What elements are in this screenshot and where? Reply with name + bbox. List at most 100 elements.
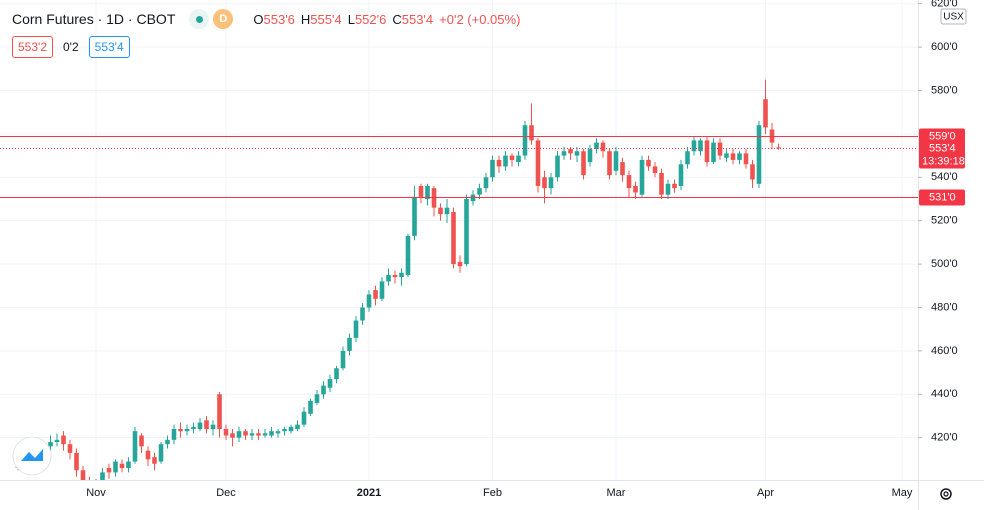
delay-badge: D bbox=[213, 9, 234, 29]
ohlc-key: C bbox=[392, 12, 402, 27]
candle-body bbox=[321, 385, 326, 395]
candle-body bbox=[412, 196, 417, 236]
candle-body bbox=[366, 294, 372, 308]
candle-body bbox=[54, 439, 60, 443]
candle-body bbox=[373, 290, 378, 299]
ohlc: O553'6 H555'4 L552'6 C553'4 bbox=[253, 11, 439, 27]
y-tick-label: 500'0 bbox=[931, 258, 958, 270]
candle-body bbox=[425, 185, 430, 199]
symbol-title[interactable]: Corn Futures · 1D · CBOT bbox=[12, 11, 176, 27]
price-label-box bbox=[919, 189, 965, 206]
ohlc-value: 555'4 bbox=[310, 12, 342, 27]
candle-body bbox=[587, 149, 593, 163]
candle-body bbox=[756, 125, 762, 184]
candle-body bbox=[620, 162, 625, 176]
y-tick-label: 420'0 bbox=[931, 432, 958, 444]
trade-row: 553'2 0'2 553'4 bbox=[12, 36, 130, 58]
candle-body bbox=[646, 159, 651, 167]
y-tick-label: 600'0 bbox=[931, 41, 958, 53]
candle-body bbox=[210, 424, 216, 430]
candle-body bbox=[236, 431, 242, 438]
candle-body bbox=[464, 198, 469, 265]
candle-body bbox=[776, 147, 781, 149]
candle-body bbox=[249, 433, 255, 436]
candle-body bbox=[652, 166, 658, 173]
candle-body bbox=[522, 125, 528, 156]
y-tick-label: 620'0 bbox=[931, 0, 958, 10]
status-dot bbox=[189, 9, 210, 29]
buy-button[interactable]: 553'4 bbox=[88, 36, 130, 58]
ohlc-value: 553'4 bbox=[401, 12, 434, 27]
candle-body bbox=[750, 164, 755, 180]
candle-body bbox=[139, 435, 144, 447]
candle-body bbox=[704, 140, 710, 163]
candle-body bbox=[678, 164, 684, 186]
candle-body bbox=[568, 149, 573, 154]
ohlc-value: 553'6 bbox=[263, 12, 295, 27]
candle-body bbox=[80, 470, 86, 480]
candle-body bbox=[67, 444, 73, 453]
candle-body bbox=[581, 151, 586, 176]
candle-body bbox=[295, 424, 300, 430]
logo bbox=[12, 436, 52, 476]
y-tick-label: 580'0 bbox=[931, 84, 958, 96]
candle-body bbox=[197, 422, 203, 430]
candle-body bbox=[275, 431, 281, 434]
candle-body bbox=[392, 274, 398, 278]
candle-body bbox=[633, 185, 638, 193]
candle-body bbox=[353, 320, 359, 338]
candle-body bbox=[74, 452, 79, 471]
candle-body bbox=[126, 461, 131, 469]
candle-body bbox=[711, 142, 716, 163]
candle-body bbox=[659, 172, 664, 195]
candle-body bbox=[399, 272, 404, 278]
candle-body bbox=[529, 125, 534, 141]
currency-box bbox=[940, 8, 967, 25]
candle-body bbox=[698, 140, 703, 152]
change: +0'2 (+0.05%) bbox=[439, 11, 521, 27]
candle-body bbox=[548, 177, 554, 189]
candle-body bbox=[438, 207, 443, 215]
candle-body bbox=[256, 433, 261, 436]
candle-body bbox=[360, 307, 365, 321]
last-price-label: 553'4 bbox=[929, 142, 956, 154]
candle-body bbox=[106, 468, 112, 473]
axes: 420'0440'0460'0480'0500'0520'0540'0560'0… bbox=[86, 0, 967, 499]
candle-body bbox=[301, 411, 307, 425]
plot bbox=[0, 79, 918, 480]
candle-body bbox=[204, 420, 209, 430]
candle-body bbox=[626, 175, 632, 189]
ohlc-key: L bbox=[347, 12, 355, 27]
candle-body bbox=[639, 159, 645, 195]
candle-body bbox=[516, 155, 521, 163]
settings-icon[interactable] bbox=[940, 488, 952, 500]
candle-body bbox=[444, 207, 450, 215]
sell-button[interactable]: 553'2 bbox=[12, 36, 53, 58]
y-tick-label: 520'0 bbox=[931, 215, 958, 227]
candle-body bbox=[334, 368, 339, 380]
y-tick-label: 440'0 bbox=[931, 388, 958, 400]
candle-body bbox=[535, 140, 541, 186]
candle-body bbox=[405, 235, 411, 275]
candle-body bbox=[600, 142, 606, 152]
candle-body bbox=[561, 151, 567, 156]
candle-body bbox=[483, 177, 489, 189]
countdown: 13:39:18 bbox=[922, 155, 965, 167]
x-tick-label: Dec bbox=[216, 487, 236, 499]
currency-label: USX bbox=[943, 12, 964, 23]
ohlc-key: O bbox=[253, 12, 264, 27]
candle-body bbox=[152, 457, 157, 464]
candle-body bbox=[282, 429, 287, 432]
candle-body bbox=[262, 433, 268, 436]
candle-body bbox=[418, 185, 424, 197]
header: Corn Futures · 1D · CBOT D O553'6 H555'4 L… bbox=[12, 9, 526, 29]
candle-body bbox=[269, 431, 274, 436]
x-tick-label: Mar bbox=[607, 487, 626, 499]
candle-body bbox=[61, 435, 66, 445]
candle-body bbox=[230, 433, 235, 438]
candle-body bbox=[542, 177, 547, 189]
candle-body bbox=[730, 153, 736, 160]
candle-body bbox=[594, 142, 599, 150]
